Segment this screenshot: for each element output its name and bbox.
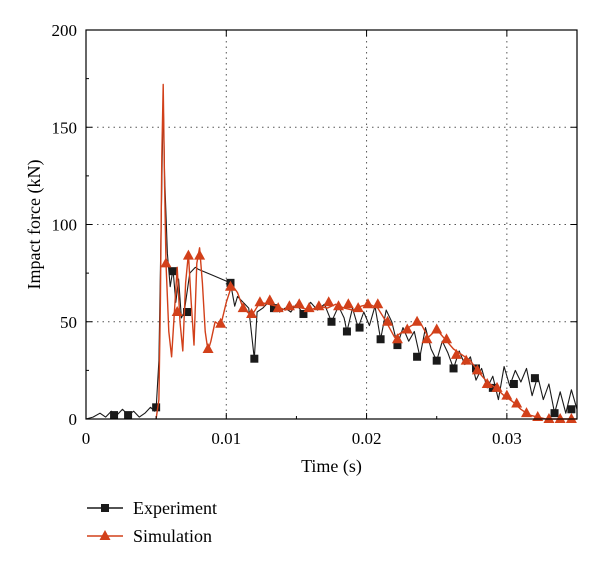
data-point-simulation [215, 317, 227, 328]
data-point-experiment [530, 374, 539, 383]
data-point-simulation [450, 348, 462, 359]
data-point-simulation [421, 333, 433, 344]
data-point-experiment [449, 364, 458, 373]
data-point-experiment [168, 267, 177, 276]
data-point-experiment [299, 309, 308, 318]
data-point-simulation [481, 377, 493, 388]
data-point-simulation [565, 413, 577, 423]
data-point-simulation [342, 298, 354, 309]
data-point-simulation [362, 298, 374, 309]
y-tick-label: 100 [52, 216, 78, 235]
data-point-simulation [382, 315, 394, 326]
legend-marker-experiment [101, 504, 109, 512]
data-point-experiment [124, 411, 133, 420]
data-point-simulation [293, 298, 305, 309]
data-point-simulation [520, 407, 532, 418]
data-point-simulation [471, 364, 483, 375]
data-point-simulation [372, 298, 384, 309]
data-point-simulation [401, 323, 413, 334]
data-point-experiment [269, 304, 278, 313]
data-point-simulation [254, 296, 266, 307]
data-point-experiment [550, 409, 559, 418]
data-point-simulation [202, 342, 214, 353]
data-point-experiment [342, 327, 351, 336]
data-point-simulation [303, 302, 315, 313]
data-point-experiment [355, 323, 364, 332]
data-point-experiment [567, 405, 576, 414]
data-point-simulation [194, 249, 206, 260]
data-point-experiment [250, 354, 259, 363]
data-point-simulation [511, 397, 523, 408]
data-point-simulation [333, 300, 345, 311]
data-point-experiment [432, 356, 441, 365]
axis-ticks: 0 0.01 0.02 0.03 0 50 100 150 200 [52, 21, 577, 448]
data-point-experiment [376, 335, 385, 344]
data-point-simulation [491, 381, 503, 392]
data-point-simulation [431, 323, 443, 334]
data-point-simulation [501, 389, 513, 400]
data-point-simulation [543, 413, 555, 423]
data-point-simulation [460, 354, 472, 365]
data-point-simulation [182, 249, 194, 260]
data-point-simulation [391, 333, 403, 344]
x-tick-label: 0.03 [492, 429, 522, 448]
data-point-simulation [272, 302, 284, 313]
legend-item-experiment: Experiment [87, 498, 217, 518]
legend-marker-simulation [99, 530, 111, 540]
y-tick-label: 150 [52, 118, 78, 137]
data-point-experiment [393, 341, 402, 350]
data-point-simulation [237, 302, 249, 313]
data-point-simulation [224, 280, 236, 291]
data-point-simulation [283, 300, 295, 311]
data-point-simulation [313, 300, 325, 311]
data-point-experiment [327, 317, 336, 326]
y-tick-label: 200 [52, 21, 78, 40]
data-point-simulation [411, 315, 423, 326]
legend-item-simulation: Simulation [87, 526, 212, 546]
x-tick-label: 0 [82, 429, 91, 448]
series-simulation [155, 83, 577, 423]
data-point-simulation [246, 307, 258, 318]
y-axis-title: Impact force (kN) [24, 160, 45, 290]
series-layer [85, 83, 578, 423]
legend: Experiment Simulation [87, 498, 217, 546]
legend-label-experiment: Experiment [133, 498, 217, 518]
data-point-simulation [352, 302, 364, 313]
data-point-simulation [554, 413, 566, 423]
y-tick-label: 50 [60, 313, 77, 332]
y-tick-label: 0 [69, 410, 78, 429]
data-point-experiment [488, 383, 497, 392]
data-point-experiment [413, 352, 422, 361]
data-point-simulation [160, 257, 172, 268]
x-tick-label: 0.02 [352, 429, 382, 448]
data-point-simulation [264, 294, 276, 305]
data-point-experiment [152, 403, 161, 412]
data-point-simulation [441, 333, 453, 344]
data-point-simulation [171, 306, 183, 317]
data-point-experiment [110, 411, 119, 420]
data-point-simulation [323, 296, 335, 307]
data-point-experiment [509, 379, 518, 388]
x-tick-label: 0.01 [211, 429, 241, 448]
data-point-experiment [183, 308, 192, 317]
x-axis-title: Time (s) [301, 456, 362, 477]
legend-label-simulation: Simulation [133, 526, 212, 546]
